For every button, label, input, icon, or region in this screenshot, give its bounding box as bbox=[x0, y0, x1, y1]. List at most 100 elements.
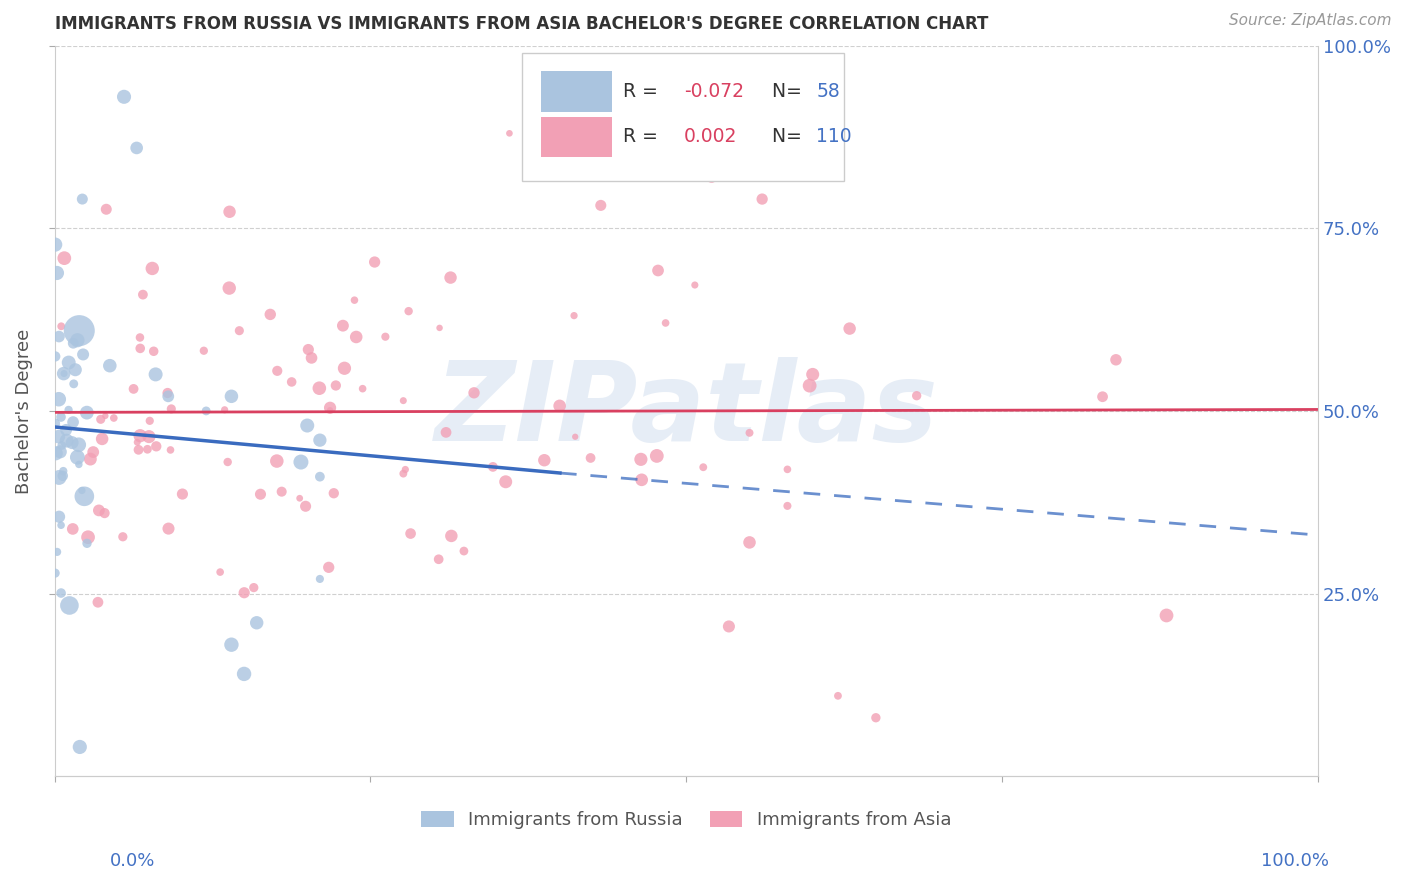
Y-axis label: Bachelor's Degree: Bachelor's Degree bbox=[15, 328, 32, 493]
Point bbox=[51, 319, 73, 334]
Point bbox=[297, 343, 319, 357]
Point bbox=[259, 307, 281, 321]
Point bbox=[228, 324, 250, 338]
Point bbox=[129, 330, 152, 344]
Point bbox=[46, 545, 69, 559]
Point bbox=[49, 410, 72, 425]
Text: N=: N= bbox=[772, 82, 808, 101]
Point bbox=[195, 404, 218, 418]
Point bbox=[53, 251, 76, 265]
Point bbox=[157, 389, 180, 403]
Point bbox=[44, 566, 66, 580]
Point bbox=[159, 442, 181, 457]
Text: ZIPatlas: ZIPatlas bbox=[434, 358, 938, 465]
Text: IMMIGRANTS FROM RUSSIA VS IMMIGRANTS FROM ASIA BACHELOR'S DEGREE CORRELATION CHA: IMMIGRANTS FROM RUSSIA VS IMMIGRANTS FRO… bbox=[55, 15, 988, 33]
Point bbox=[141, 261, 163, 276]
Point bbox=[270, 484, 292, 499]
Point bbox=[44, 237, 66, 252]
Point bbox=[776, 462, 799, 476]
Point bbox=[48, 509, 70, 524]
Point bbox=[52, 367, 75, 381]
Point bbox=[103, 411, 125, 425]
Point bbox=[801, 368, 824, 382]
Text: 0.002: 0.002 bbox=[683, 128, 737, 146]
Point bbox=[301, 351, 323, 365]
Point bbox=[280, 375, 302, 389]
Point bbox=[132, 287, 155, 301]
Point bbox=[343, 293, 366, 308]
Text: -0.072: -0.072 bbox=[683, 82, 744, 101]
Point bbox=[865, 711, 887, 725]
Point bbox=[49, 445, 72, 459]
Point bbox=[67, 438, 90, 452]
Legend: Immigrants from Russia, Immigrants from Asia: Immigrants from Russia, Immigrants from … bbox=[413, 804, 959, 837]
Point bbox=[218, 204, 240, 219]
Point bbox=[482, 459, 505, 474]
Point bbox=[647, 263, 669, 277]
Point bbox=[579, 450, 602, 465]
FancyBboxPatch shape bbox=[522, 53, 844, 181]
Point bbox=[645, 449, 668, 463]
Point bbox=[905, 389, 928, 403]
Point bbox=[297, 418, 319, 433]
Point bbox=[129, 342, 152, 356]
Point bbox=[67, 458, 90, 472]
Point bbox=[548, 399, 571, 413]
Point bbox=[94, 409, 117, 423]
Point bbox=[309, 572, 332, 586]
Point bbox=[363, 255, 385, 269]
Point bbox=[58, 599, 80, 613]
Point bbox=[319, 401, 342, 415]
Point bbox=[44, 350, 66, 364]
Point bbox=[52, 464, 75, 478]
Point bbox=[374, 329, 396, 343]
Point bbox=[294, 500, 316, 514]
Point bbox=[65, 363, 87, 377]
Point bbox=[392, 467, 415, 481]
Point bbox=[562, 309, 585, 323]
Point bbox=[394, 462, 416, 476]
Point bbox=[87, 595, 110, 609]
Point bbox=[51, 438, 73, 452]
Point bbox=[1156, 608, 1178, 623]
Point bbox=[90, 412, 112, 426]
Point bbox=[233, 586, 256, 600]
Point bbox=[127, 435, 149, 450]
Point bbox=[630, 452, 652, 467]
Point bbox=[79, 452, 101, 467]
Point bbox=[717, 619, 740, 633]
Point bbox=[157, 522, 180, 536]
Point bbox=[62, 415, 84, 429]
Point bbox=[55, 434, 77, 448]
Point bbox=[160, 401, 183, 416]
Point bbox=[392, 393, 415, 408]
Point bbox=[692, 460, 714, 475]
Point bbox=[700, 170, 723, 185]
Text: Source: ZipAtlas.com: Source: ZipAtlas.com bbox=[1229, 13, 1392, 29]
Point bbox=[683, 278, 706, 293]
Point bbox=[221, 638, 243, 652]
Point bbox=[322, 486, 344, 500]
Point bbox=[67, 324, 90, 338]
Point bbox=[398, 304, 420, 318]
Point bbox=[145, 439, 167, 453]
Point bbox=[112, 90, 135, 104]
FancyBboxPatch shape bbox=[541, 117, 612, 157]
Point bbox=[495, 475, 517, 489]
Point bbox=[776, 499, 799, 513]
Point bbox=[309, 433, 332, 447]
Point bbox=[58, 403, 80, 417]
Point bbox=[838, 321, 860, 335]
Point bbox=[352, 382, 374, 396]
Point bbox=[125, 141, 148, 155]
Point bbox=[453, 544, 475, 558]
Point bbox=[128, 442, 150, 457]
Point bbox=[93, 506, 115, 520]
Point bbox=[801, 170, 824, 185]
Point bbox=[217, 455, 239, 469]
Point bbox=[72, 347, 94, 361]
Point bbox=[66, 333, 89, 347]
Point bbox=[111, 530, 134, 544]
Point bbox=[738, 535, 761, 549]
Point bbox=[156, 386, 179, 401]
